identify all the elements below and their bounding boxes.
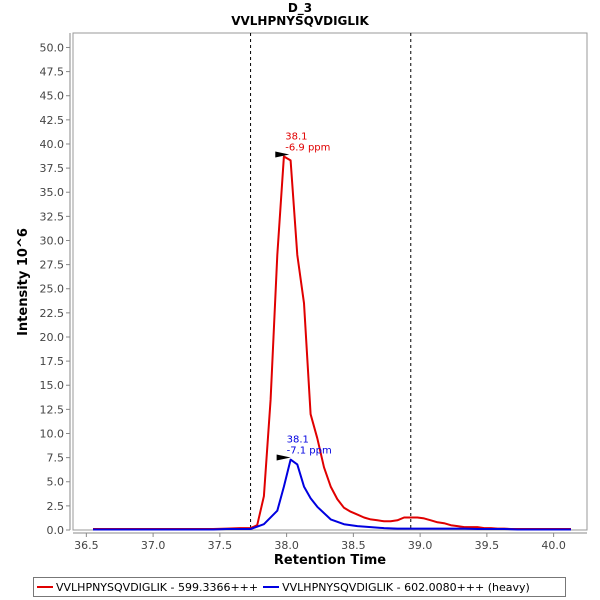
y-tick-label: 30.0 — [40, 234, 65, 247]
chromatogram-chart: D_3 VVLHPNYSQVDIGLIK 0.0 2.5 5.0 7.5 10.0 12.… — [16, 1, 588, 568]
peak-marker-arrow — [275, 151, 290, 158]
plot-area — [72, 32, 588, 531]
chart-legend: VVLHPNYSQVDIGLIK - 599.3366+++ VVLHPNYSQ… — [33, 577, 566, 597]
x-tick-label: 37.5 — [208, 539, 233, 552]
chart-subtitle: VVLHPNYSQVDIGLIK — [231, 14, 369, 28]
x-tick-label: 39.5 — [475, 539, 500, 552]
y-tick-label: 7.5 — [47, 452, 65, 465]
peak-rt-label: 38.1 — [285, 132, 307, 143]
y-tick-label: 22.5 — [40, 307, 65, 320]
y-tick-label: 25.0 — [40, 283, 65, 296]
legend-label-heavy: VVLHPNYSQVDIGLIK - 602.0080+++ (heavy) — [282, 580, 530, 594]
y-tick-label: 37.5 — [40, 162, 65, 175]
chart-title: D_3 — [288, 1, 312, 16]
y-axis-label: Intensity 10^6 — [16, 228, 31, 336]
y-tick-label: 27.5 — [40, 259, 65, 272]
y-tick-label: 50.0 — [40, 41, 65, 54]
x-tick-label: 36.5 — [74, 539, 99, 552]
y-tick-label: 42.5 — [40, 114, 65, 127]
x-tick-label: 37.0 — [141, 539, 166, 552]
x-tick-label: 40.0 — [541, 539, 566, 552]
y-tick-label: 45.0 — [40, 90, 65, 103]
y-tick-label: 32.5 — [40, 210, 65, 223]
y-tick-label: 35.0 — [40, 186, 65, 199]
legend-swatch-red — [37, 586, 53, 588]
y-tick-label: 15.0 — [40, 379, 65, 392]
series-lines — [93, 155, 571, 531]
peak-ppm-label: -7.1 ppm — [287, 446, 332, 457]
legend-label-light: VVLHPNYSQVDIGLIK - 599.3366+++ — [56, 580, 259, 594]
y-tick-label: 10.0 — [40, 427, 65, 440]
peak-ppm-label: -6.9 ppm — [285, 143, 330, 154]
y-axis: 0.0 2.5 5.0 7.5 10.0 12.5 15.0 17.5 20.0 22.5 25.0… — [40, 33, 71, 537]
y-tick-label: 12.5 — [40, 403, 65, 416]
y-tick-label: 47.5 — [40, 66, 65, 79]
legend-swatch-blue — [263, 586, 280, 588]
series-line-heavy — [93, 458, 571, 531]
legend-item-heavy: VVLHPNYSQVDIGLIK - 602.0080+++ (heavy) — [263, 581, 530, 594]
y-tick-label: 2.5 — [47, 500, 65, 513]
y-tick-label: 40.0 — [40, 138, 65, 151]
y-tick-label: 17.5 — [40, 355, 65, 368]
x-axis-label: Retention Time — [274, 553, 386, 568]
peak-marker-arrow — [276, 454, 291, 461]
x-tick-label: 38.5 — [341, 539, 366, 552]
y-tick-label: 20.0 — [40, 331, 65, 344]
x-tick-label: 38.0 — [274, 539, 299, 552]
y-tick-label: 0.0 — [47, 524, 65, 537]
peak-rt-label: 38.1 — [287, 435, 309, 446]
x-tick-label: 39.0 — [408, 539, 433, 552]
legend-item-light: VVLHPNYSQVDIGLIK - 599.3366+++ — [37, 581, 258, 594]
x-axis: 36.5 37.0 37.5 38.0 38.5 39.0 39.5 40.0 — [73, 532, 587, 552]
integration-boundaries — [250, 33, 412, 530]
y-tick-label: 5.0 — [47, 476, 65, 489]
